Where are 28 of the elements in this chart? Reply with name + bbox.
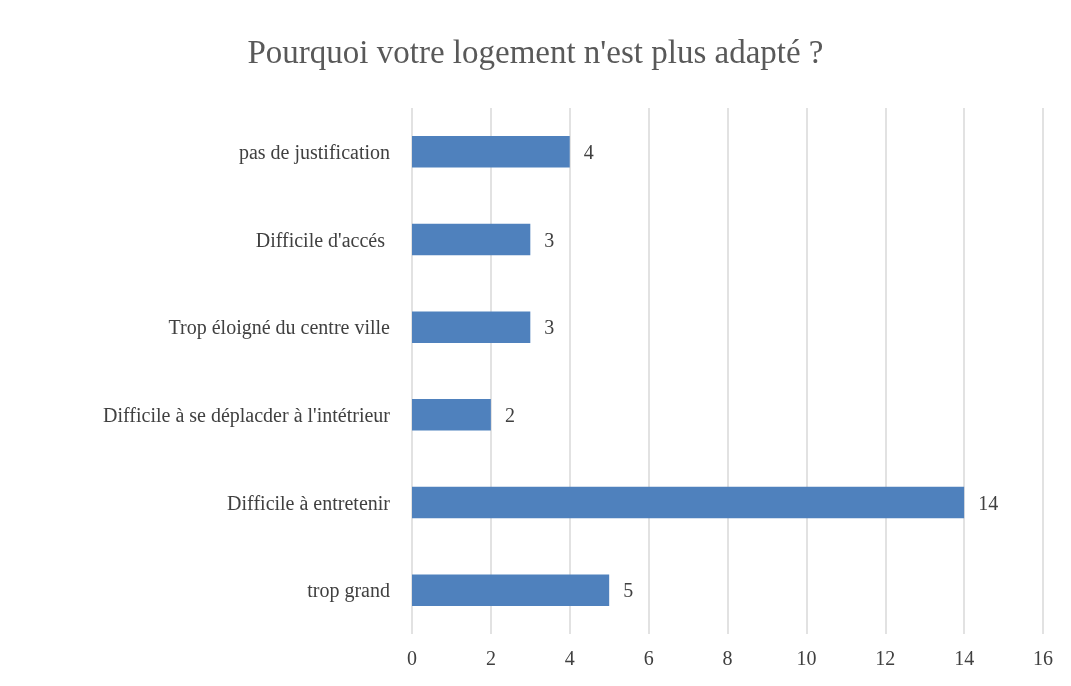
x-tick-label: 4 — [564, 647, 575, 669]
data-label: 4 — [583, 140, 594, 163]
data-label: 5 — [623, 579, 634, 602]
x-tick-label: 0 — [407, 647, 417, 669]
y-tick-label: Difficile d'accés — [255, 228, 390, 251]
y-tick-label: Difficile à se déplacder à l'intétrieur — [103, 403, 391, 427]
x-tick-label: 16 — [1033, 647, 1053, 669]
x-tick-label: 8 — [722, 647, 733, 669]
y-tick-label: Difficile à entretenir — [227, 491, 391, 514]
chart-title: Pourquoi votre logement n'est plus adapté ? — [247, 33, 824, 70]
y-tick-label: pas de justification — [238, 140, 390, 164]
data-label: 3 — [544, 228, 555, 251]
x-tick-label: 10 — [796, 647, 817, 669]
bar — [412, 223, 531, 256]
bar — [412, 399, 491, 431]
y-tick-label: trop grand — [307, 579, 390, 603]
data-label: 3 — [544, 316, 555, 339]
x-tick-label: 12 — [875, 647, 896, 669]
data-label: 2 — [504, 403, 515, 426]
x-tick-label: 2 — [485, 647, 496, 669]
bar — [412, 486, 965, 519]
y-tick-label: Trop éloigné du centre ville — [168, 316, 391, 340]
bar — [412, 311, 531, 343]
data-label: 14 — [978, 491, 999, 514]
x-tick-label: 6 — [643, 647, 654, 669]
bar — [412, 136, 570, 168]
bar — [412, 574, 610, 606]
x-tick-label: 14 — [954, 647, 975, 669]
